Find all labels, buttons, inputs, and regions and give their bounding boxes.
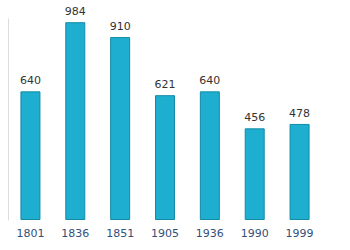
svg-text:621: 621 xyxy=(155,78,176,91)
svg-text:640: 640 xyxy=(20,74,41,87)
svg-text:1851: 1851 xyxy=(106,227,134,240)
svg-text:478: 478 xyxy=(289,107,310,120)
svg-text:1801: 1801 xyxy=(16,227,44,240)
svg-text:456: 456 xyxy=(244,111,265,124)
svg-text:984: 984 xyxy=(65,5,86,18)
svg-text:640: 640 xyxy=(199,74,220,87)
svg-text:1905: 1905 xyxy=(151,227,179,240)
svg-text:1836: 1836 xyxy=(61,227,89,240)
svg-text:1999: 1999 xyxy=(286,227,314,240)
svg-text:910: 910 xyxy=(110,20,131,33)
svg-text:1936: 1936 xyxy=(196,227,224,240)
svg-text:1990: 1990 xyxy=(241,227,269,240)
